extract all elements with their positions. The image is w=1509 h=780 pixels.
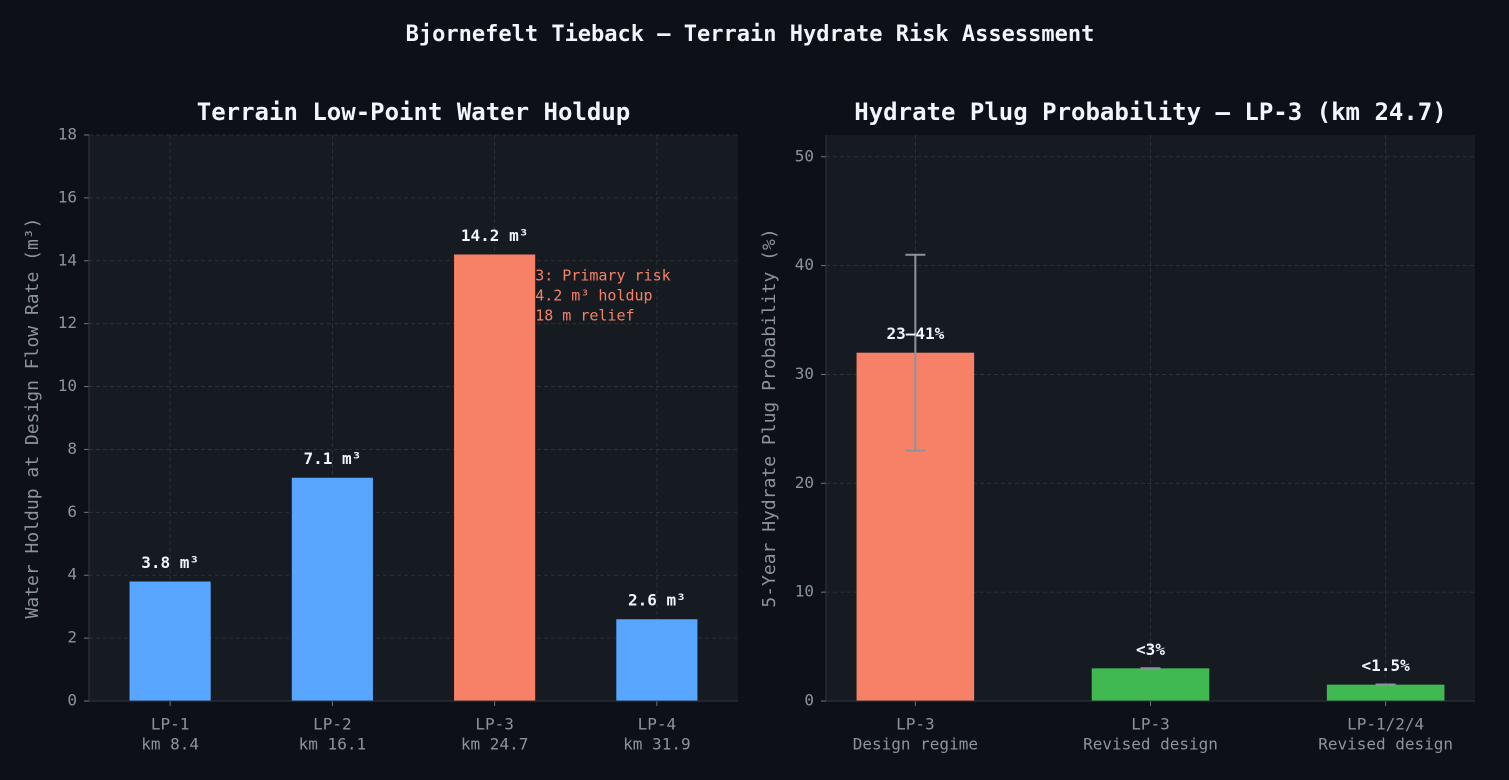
x-tick-label: LP-1/2/4 [1347, 715, 1424, 734]
y-tick-label: 10 [795, 582, 814, 601]
value-label: 7.1 m³ [303, 449, 361, 468]
figure-title: Bjornefelt Tieback — Terrain Hydrate Ris… [406, 22, 1095, 47]
x-tick-label: Revised design [1318, 735, 1453, 754]
value-label: <3% [1136, 640, 1165, 659]
y-axis-label: 5-Year Hydrate Plug Probability (%) [759, 228, 780, 607]
y-tick-label: 0 [804, 691, 814, 710]
x-tick-label: LP-3 [1131, 715, 1170, 734]
x-tick-label: LP-1 [151, 715, 190, 734]
chart-title: Hydrate Plug Probability — LP-3 (km 24.7… [854, 98, 1446, 126]
x-tick-label: Revised design [1083, 735, 1218, 754]
y-tick-label: 0 [67, 691, 77, 710]
y-tick-label: 10 [58, 376, 77, 395]
y-tick-label: 50 [795, 146, 814, 165]
value-label: 23–41% [886, 324, 944, 343]
bar [1091, 668, 1210, 701]
bar [1326, 684, 1445, 701]
y-tick-label: 14 [58, 250, 77, 269]
x-tick-label: LP-3 [475, 715, 514, 734]
x-tick-label: km 8.4 [141, 735, 199, 754]
y-tick-label: 8 [67, 439, 77, 458]
bar [616, 619, 698, 701]
y-tick-label: 16 [58, 187, 77, 206]
value-label: <1.5% [1362, 656, 1411, 675]
annotation: 3: Primary risk [535, 267, 670, 285]
x-tick-label: Design regime [853, 735, 978, 754]
x-tick-label: LP-4 [638, 715, 677, 734]
y-tick-label: 40 [795, 255, 814, 274]
value-label: 3.8 m³ [141, 553, 199, 572]
bar [454, 254, 536, 701]
value-label: 2.6 m³ [628, 591, 686, 610]
y-tick-label: 6 [67, 502, 77, 521]
annotation: 4.2 m³ holdup [535, 287, 652, 305]
x-tick-label: LP-3 [896, 715, 935, 734]
y-tick-label: 4 [67, 565, 77, 584]
y-tick-label: 18 [58, 125, 77, 144]
x-tick-label: LP-2 [313, 715, 352, 734]
y-tick-label: 2 [67, 628, 77, 647]
bar [291, 477, 373, 701]
y-tick-label: 30 [795, 364, 814, 383]
y-tick-label: 20 [795, 473, 814, 492]
x-tick-label: km 16.1 [299, 735, 366, 754]
y-axis-label: Water Holdup at Design Flow Rate (m³) [22, 218, 43, 619]
value-label: 14.2 m³ [461, 226, 528, 245]
x-tick-label: km 31.9 [623, 735, 690, 754]
x-tick-label: km 24.7 [461, 735, 528, 754]
bar [129, 581, 211, 701]
annotation: 18 m relief [535, 307, 634, 325]
y-tick-label: 12 [58, 313, 77, 332]
chart-title: Terrain Low-Point Water Holdup [197, 98, 630, 126]
